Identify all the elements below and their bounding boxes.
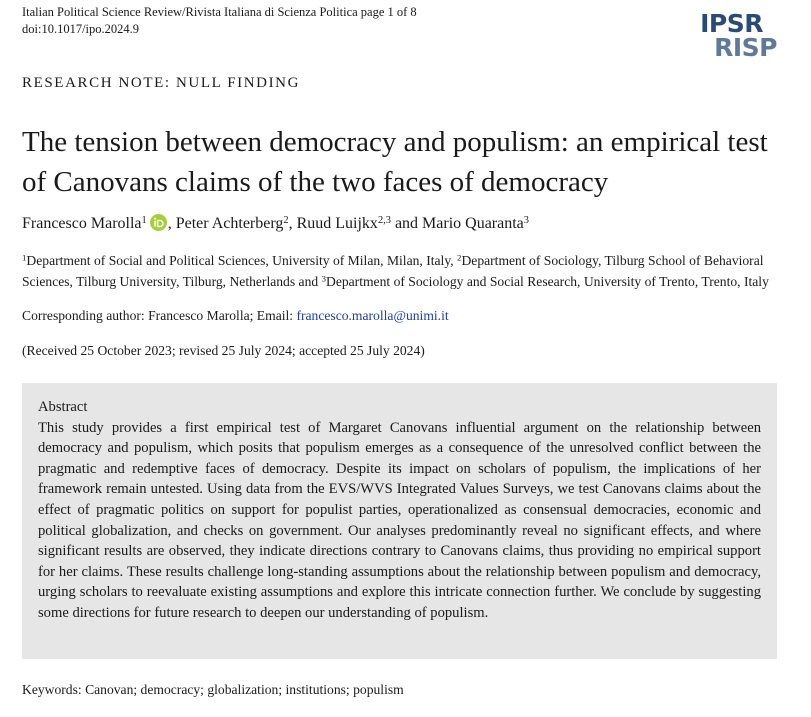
- keywords-label: Keywords:: [22, 682, 86, 697]
- author-affiliation-number: 1: [141, 214, 147, 226]
- orcid-icon[interactable]: [149, 214, 167, 231]
- affiliation-text: Department of Sociology and Social Resea…: [326, 274, 769, 289]
- paper-title: The tension between democracy and populi…: [22, 126, 768, 198]
- abstract-box: Abstract This study provides a first emp…: [22, 383, 777, 659]
- logo-line: RISP: [714, 33, 777, 62]
- logo-line: IPSR: [700, 9, 763, 38]
- abstract-text: This study provides a first empirical te…: [38, 419, 761, 621]
- affiliation-text: Department of Sociology, Tilburg School …: [22, 253, 764, 289]
- authors: Francesco Marolla1, Peter Achterberg2, R…: [22, 214, 529, 233]
- affiliation-text: Department of Social and Political Scien…: [26, 253, 458, 268]
- author-affiliation-number: 2,3: [377, 214, 391, 226]
- email-link[interactable]: francesco.marolla@unimi.it: [296, 308, 449, 323]
- author-separator: and: [390, 215, 423, 232]
- section-label: RESEARCH NOTE: NULL FINDING: [22, 75, 301, 91]
- author-separator: ,: [167, 215, 176, 232]
- journal-header: Italian Political Science Review/Rivista…: [22, 4, 417, 38]
- affiliation-number: 3: [321, 273, 326, 284]
- author-name: Peter Achterberg: [175, 215, 284, 232]
- author-name: Francesco Marolla: [22, 215, 142, 232]
- affiliation-number: 1: [22, 252, 27, 263]
- author-affiliation-number: 3: [523, 214, 529, 226]
- author-name: Ruud Luijkx: [296, 215, 378, 232]
- abstract-heading: Abstract: [38, 399, 88, 415]
- journal-logo: IPSR RISP: [700, 9, 777, 62]
- corresponding-label: Corresponding author: Francesco Marolla;…: [22, 308, 297, 323]
- author-affiliation-number: 2: [283, 214, 289, 226]
- author-separator: ,: [288, 215, 297, 232]
- journal-name: Italian Political Science Review/Rivista…: [22, 5, 417, 19]
- author-name: Mario Quaranta: [422, 215, 524, 232]
- affiliations: 1Department of Social and Political Scie…: [22, 250, 782, 292]
- doi: doi:10.1017/ipo.2024.9: [22, 22, 140, 36]
- keywords: Keywords: Canovan; democracy; globalizat…: [22, 682, 404, 698]
- affiliation-number: 2: [457, 252, 462, 263]
- received-dates: (Received 25 October 2023; revised 25 Ju…: [22, 343, 425, 358]
- corresponding-author: Corresponding author: Francesco Marolla;…: [22, 308, 449, 324]
- keywords-text: Canovan; democracy; globalization; insti…: [85, 682, 404, 697]
